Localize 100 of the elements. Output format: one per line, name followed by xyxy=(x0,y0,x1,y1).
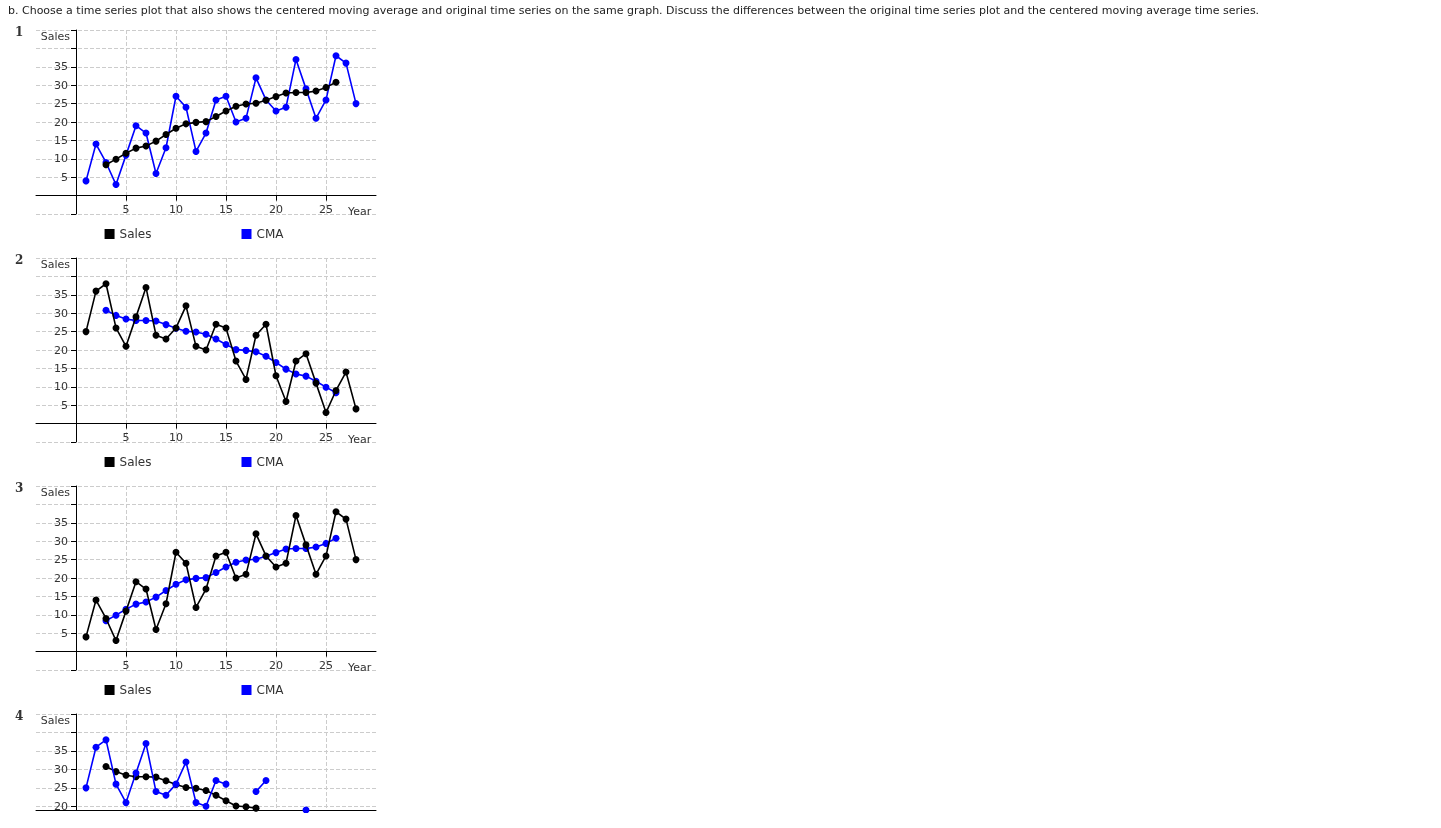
point xyxy=(312,114,320,122)
point xyxy=(132,578,140,586)
point xyxy=(242,346,250,354)
x-tick-label: 15 xyxy=(219,202,233,216)
point xyxy=(122,342,130,350)
point xyxy=(192,147,200,155)
point xyxy=(132,122,140,130)
y-tick-label: 25 xyxy=(54,325,68,339)
y-tick-label: 15 xyxy=(54,361,68,375)
y-tick-label: 35 xyxy=(54,516,68,530)
y-axis-title: Sales xyxy=(40,714,71,727)
point xyxy=(152,170,160,178)
legend-label: Sales xyxy=(119,683,152,697)
text: b. Choose a time series plot that also shows the centered moving average and original time series on the same graph. Discuss the differences between the original time series plot and the centered moving average time series. xyxy=(8,4,1261,17)
point xyxy=(242,803,250,811)
point xyxy=(142,740,150,748)
point xyxy=(82,328,90,336)
point xyxy=(332,508,340,516)
point xyxy=(322,83,330,91)
y-tick-label: 30 xyxy=(54,306,68,320)
y-tick-label: 35 xyxy=(54,60,68,74)
x-tick-label: 10 xyxy=(169,202,183,216)
point xyxy=(102,762,110,770)
point xyxy=(202,786,210,794)
y-tick-label: 25 xyxy=(54,781,68,795)
point xyxy=(242,375,250,383)
y-tick-label: 10 xyxy=(54,380,68,394)
point xyxy=(292,55,300,63)
point xyxy=(262,352,270,360)
point xyxy=(322,409,330,417)
legend-label: CMA xyxy=(256,683,285,697)
point xyxy=(212,320,220,328)
point xyxy=(212,776,220,784)
point xyxy=(152,331,160,339)
point xyxy=(102,306,110,314)
y-tick-label: 15 xyxy=(54,589,68,603)
point xyxy=(182,559,190,567)
y-tick-label: 30 xyxy=(54,78,68,92)
point xyxy=(152,626,160,634)
x-tick-label: 10 xyxy=(169,658,183,672)
y-tick-label: 20 xyxy=(54,799,68,813)
chart-title: 1 xyxy=(15,25,24,39)
point xyxy=(212,791,220,799)
legend-label: CMA xyxy=(256,455,285,469)
y-tick-label: 30 xyxy=(54,762,68,776)
point xyxy=(192,118,200,126)
point xyxy=(162,600,170,608)
x-tick-label: 20 xyxy=(269,658,283,672)
point xyxy=(112,181,120,189)
x-axis-title: Year xyxy=(347,432,372,446)
y-tick-label: 10 xyxy=(54,152,68,166)
y-axis-title: Sales xyxy=(40,258,71,271)
point xyxy=(262,776,270,784)
point xyxy=(162,131,170,139)
point xyxy=(272,372,280,380)
y-axis-title: Sales xyxy=(40,30,71,43)
y-tick-label: 20 xyxy=(54,343,68,357)
y-tick-label: 5 xyxy=(61,170,68,184)
chart-title: 3 xyxy=(15,481,24,495)
point xyxy=(102,280,110,288)
point xyxy=(142,317,150,325)
point xyxy=(162,791,170,799)
point xyxy=(282,398,290,406)
x-axis-title: Year xyxy=(347,660,372,674)
point xyxy=(142,773,150,781)
point xyxy=(172,124,180,132)
point xyxy=(302,350,310,358)
point xyxy=(282,103,290,111)
point xyxy=(242,114,250,122)
x-axis-title: Year xyxy=(347,204,372,218)
x-tick-label: 10 xyxy=(169,430,183,444)
point xyxy=(302,89,310,97)
point xyxy=(292,511,300,519)
y-axis-title: Sales xyxy=(40,486,71,499)
point xyxy=(202,802,210,810)
point xyxy=(92,743,100,751)
x-tick-label: 5 xyxy=(122,658,130,672)
point xyxy=(252,555,260,563)
point xyxy=(312,570,320,578)
point xyxy=(192,574,200,582)
point xyxy=(272,549,280,557)
point xyxy=(172,548,180,556)
y-tick-label: 25 xyxy=(54,553,68,567)
point xyxy=(192,799,200,807)
point xyxy=(202,118,210,126)
point xyxy=(292,545,300,553)
point xyxy=(162,777,170,785)
point xyxy=(252,331,260,339)
point xyxy=(272,93,280,101)
point xyxy=(142,283,150,291)
chart-title: 4 xyxy=(15,709,24,723)
point xyxy=(222,92,230,100)
point xyxy=(112,637,120,645)
y-tick-label: 25 xyxy=(54,97,68,111)
x-tick-label: 25 xyxy=(319,202,333,216)
x-tick-label: 15 xyxy=(219,430,233,444)
y-tick-label: 10 xyxy=(54,608,68,622)
x-tick-label: 20 xyxy=(269,430,283,444)
point xyxy=(182,783,190,791)
chart-title: 2 xyxy=(15,253,24,267)
